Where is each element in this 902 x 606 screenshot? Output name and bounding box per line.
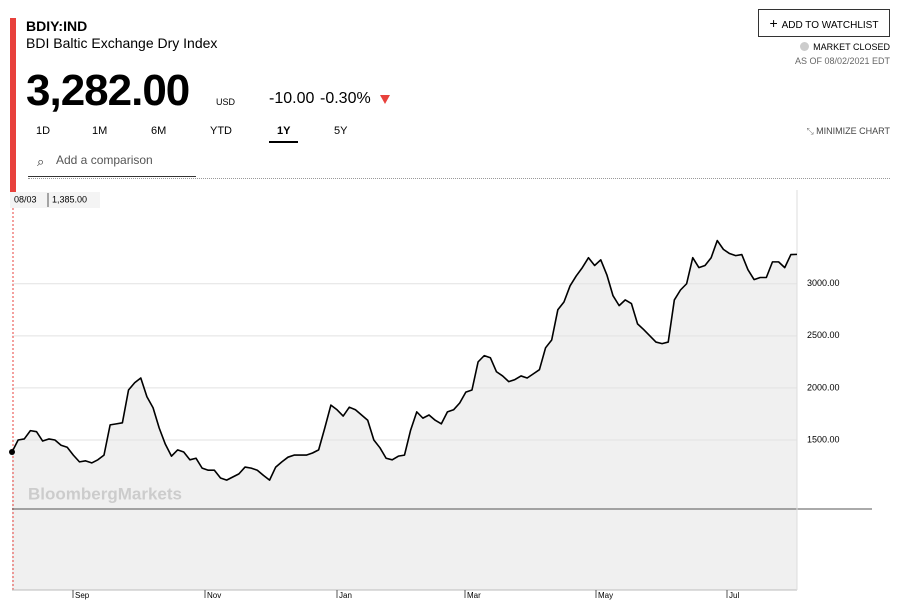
y-tick-label: 2500.00 — [807, 330, 840, 340]
divider — [28, 178, 890, 179]
comparison-placeholder: Add a comparison — [56, 153, 153, 167]
y-tick-label: 3000.00 — [807, 278, 840, 288]
minimize-chart[interactable]: ⤡ MINIMIZE CHART — [806, 126, 890, 136]
x-tick-label: May — [598, 591, 613, 600]
price: 3,282.00 — [26, 66, 190, 115]
tooltip-box — [10, 192, 100, 208]
x-tick-label: Mar — [467, 591, 481, 600]
change: -10.00 — [269, 90, 315, 107]
x-tick-label: Nov — [207, 591, 221, 600]
market-status: MARKET CLOSED — [813, 42, 890, 52]
area — [12, 240, 797, 591]
range-tab[interactable]: YTD — [210, 125, 232, 137]
accent-bar — [10, 18, 16, 200]
range-tab[interactable]: 1D — [36, 125, 51, 137]
watchlist-label: ADD TO WATCHLIST — [781, 20, 879, 31]
tooltip-value: 1,385.00 — [52, 194, 87, 204]
x-tick-label: Jul — [729, 591, 739, 600]
y-tick-label: 1500.00 — [807, 434, 840, 444]
range-tab[interactable]: 5Y — [334, 125, 348, 137]
minimize-label: MINIMIZE CHART — [816, 126, 890, 136]
ticker: BDIY:IND — [26, 18, 88, 34]
change-pct: -0.30% — [320, 90, 371, 107]
range-tab[interactable]: 1M — [92, 125, 108, 137]
range-tab[interactable]: 1Y — [269, 125, 299, 143]
x-tick-label: Sep — [75, 591, 90, 600]
index-name: BDI Baltic Exchange Dry Index — [26, 35, 218, 51]
range-tab[interactable]: 6M — [151, 125, 167, 137]
as-of: AS OF 08/02/2021 EDT — [794, 56, 890, 66]
cursor-dot — [9, 448, 15, 455]
x-tick-label: Jan — [339, 591, 352, 600]
watchlist-button[interactable]: + ADD TO WATCHLIST — [758, 9, 890, 37]
down-arrow — [380, 95, 390, 104]
status-dot — [800, 42, 809, 51]
comparison-input[interactable]: ⌕ Add a comparison — [28, 148, 196, 177]
watermark: BloombergMarkets — [28, 484, 182, 503]
y-tick-label: 2000.00 — [807, 382, 840, 392]
tooltip-date: 08/03 — [14, 194, 37, 204]
price-line — [11, 239, 798, 481]
currency: USD — [216, 97, 236, 107]
